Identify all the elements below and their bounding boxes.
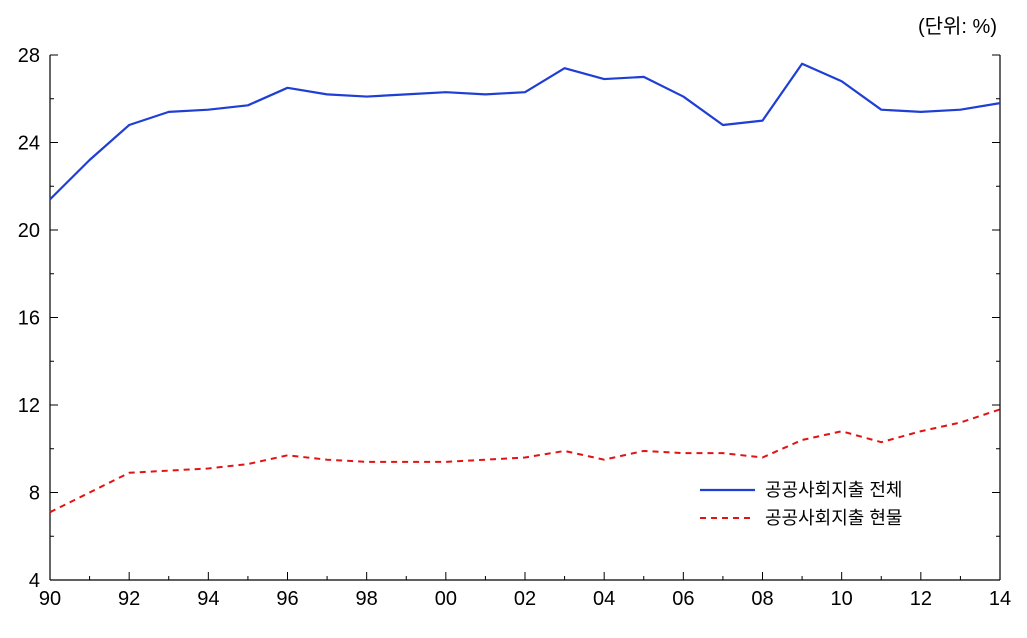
x-tick-label: 98 [356,588,378,610]
x-tick-label: 10 [831,588,853,610]
x-tick-label: 02 [514,588,536,610]
y-tick-label: 12 [18,395,40,417]
y-tick-label: 20 [18,220,40,242]
y-tick-label: 16 [18,308,40,330]
legend: 공공사회지출 전체공공사회지출 현물 [700,480,902,528]
y-tick-label: 24 [18,133,40,155]
unit-label: (단위: %) [918,10,997,39]
x-tick-label: 12 [910,588,932,610]
x-tick-label: 94 [197,588,219,610]
legend-label-inkind: 공공사회지출 현물 [765,508,902,528]
x-tick-label: 00 [435,588,457,610]
y-tick-label: 8 [29,483,40,505]
x-tick-label: 92 [118,588,140,610]
legend-label-total: 공공사회지출 전체 [765,480,902,500]
x-tick-label: 96 [276,588,298,610]
series-line-total [50,64,1000,200]
x-tick-label: 06 [672,588,694,610]
x-tick-label: 04 [593,588,615,610]
x-tick-label: 90 [39,588,61,610]
x-tick-label: 14 [989,588,1011,610]
y-tick-label: 28 [18,45,40,67]
line-chart: 48121620242890929496980002040608101214공공… [0,0,1027,638]
chart-wrapper: (단위: %) 48121620242890929496980002040608… [0,0,1027,638]
x-tick-label: 08 [751,588,773,610]
